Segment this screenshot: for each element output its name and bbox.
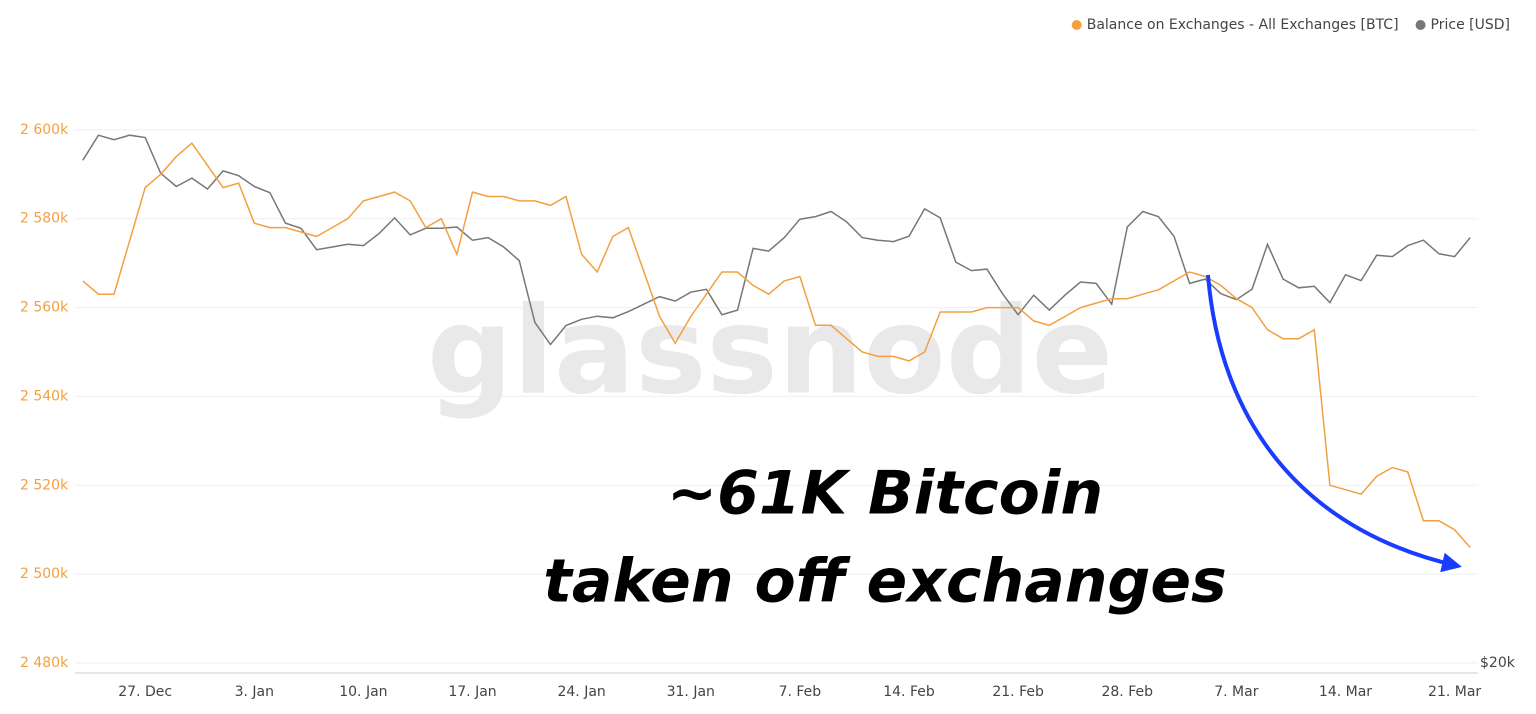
x-tick-label: 7. Mar — [1214, 684, 1258, 700]
x-tick-label: 28. Feb — [1101, 684, 1153, 700]
annotation: taken off exchanges — [543, 547, 1227, 617]
x-tick-label: 3. Jan — [235, 684, 274, 700]
x-tick-label: 24. Jan — [557, 684, 605, 700]
x-tick-label: 21. Mar — [1428, 684, 1481, 700]
y-tick-label: 2 600k — [20, 122, 69, 138]
x-tick-label: 14. Mar — [1319, 684, 1372, 700]
x-tick-label: 10. Jan — [339, 684, 387, 700]
x-tick-label: 7. Feb — [779, 684, 822, 700]
watermark: glassnode — [427, 283, 1113, 422]
x-tick-label: 21. Feb — [992, 684, 1044, 700]
x-tick-label: 14. Feb — [883, 684, 935, 700]
x-tick-label: 17. Jan — [448, 684, 496, 700]
y2-tick-label: $20k — [1480, 655, 1516, 671]
legend-marker — [1071, 20, 1082, 30]
annotation: ~61K Bitcoin — [667, 459, 1103, 529]
y-tick-label: 2 520k — [20, 477, 69, 493]
y-tick-label: 2 580k — [20, 211, 69, 227]
series-line — [82, 134, 1471, 346]
x-tick-label: 27. Dec — [118, 684, 172, 700]
y-tick-label: 2 480k — [20, 655, 69, 671]
legend-marker — [1415, 20, 1426, 30]
legend-label: Balance on Exchanges - All Exchanges [BT… — [1087, 17, 1399, 33]
legend-label: Price [USD] — [1431, 17, 1510, 33]
y-tick-label: 2 540k — [20, 388, 69, 404]
y-tick-label: 2 500k — [20, 566, 69, 582]
series-line — [82, 142, 1471, 548]
x-tick-label: 31. Jan — [667, 684, 715, 700]
y-tick-label: 2 560k — [20, 300, 69, 316]
arrow — [1206, 274, 1462, 573]
